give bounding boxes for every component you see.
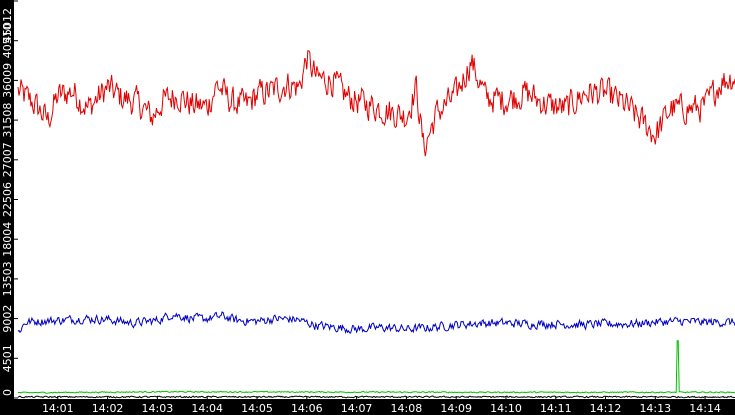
x-tick-label: 14:04 bbox=[191, 402, 223, 415]
x-tick-label: 14:14 bbox=[689, 402, 721, 415]
x-tick-label: 14:09 bbox=[440, 402, 472, 415]
x-tick-label: 14:02 bbox=[92, 402, 124, 415]
y-tick-label: 40510 bbox=[1, 23, 14, 58]
y-tick-label: 0 bbox=[1, 389, 14, 396]
x-axis-band bbox=[0, 399, 735, 415]
x-tick-label: 14:05 bbox=[241, 402, 273, 415]
x-tick-label: 14:11 bbox=[540, 402, 572, 415]
x-axis-ticks: 14:01 14:02 14:03 14:04 14:05 14:06 14:07 14:08… bbox=[42, 396, 721, 415]
series-line-2 bbox=[18, 340, 735, 394]
x-tick-label: 14:01 bbox=[42, 402, 74, 415]
y-tick-label: 45012 bbox=[1, 8, 14, 43]
series-line-1 bbox=[17, 311, 735, 335]
y-tick-label: 36009 bbox=[1, 63, 14, 98]
x-tick-label: 14:07 bbox=[341, 402, 373, 415]
y-tick-label: 27007 bbox=[1, 142, 14, 177]
series-line-0 bbox=[17, 50, 735, 157]
y-tick-label: 9002 bbox=[1, 305, 14, 333]
x-tick-label: 14:03 bbox=[142, 402, 174, 415]
series-line-3 bbox=[17, 395, 735, 399]
x-tick-label: 14:12 bbox=[590, 402, 622, 415]
series-layer bbox=[17, 50, 735, 399]
y-tick-label: 13503 bbox=[1, 261, 14, 296]
y-axis-band bbox=[0, 0, 14, 415]
x-tick-label: 14:10 bbox=[490, 402, 522, 415]
y-axis-ticks: 0 4501 9002 13503 18004 22506 27007 31508 36009 4… bbox=[1, 0, 18, 399]
x-tick-label: 14:06 bbox=[291, 402, 323, 415]
x-tick-label: 14:13 bbox=[639, 402, 671, 415]
y-tick-label: 31508 bbox=[1, 103, 14, 138]
y-tick-label: 22506 bbox=[1, 182, 14, 217]
x-tick-label: 14:08 bbox=[391, 402, 423, 415]
y-tick-label: 4501 bbox=[1, 344, 14, 372]
y-tick-label: 18004 bbox=[1, 222, 14, 257]
